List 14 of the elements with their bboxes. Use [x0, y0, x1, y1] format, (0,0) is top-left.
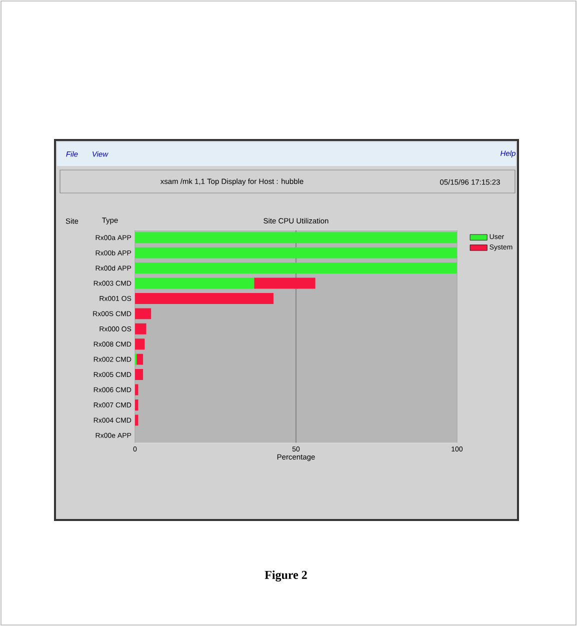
bar	[135, 278, 254, 289]
bar	[135, 414, 138, 426]
bar	[135, 369, 144, 380]
bar	[135, 232, 457, 244]
bar	[135, 308, 152, 320]
bar	[254, 278, 316, 289]
bar	[135, 399, 138, 410]
caption: Figure 2	[264, 570, 307, 582]
bar	[135, 323, 146, 334]
bar	[135, 262, 457, 274]
bar	[135, 338, 145, 350]
bar	[135, 247, 457, 258]
bar	[136, 354, 144, 365]
bar	[135, 292, 274, 304]
